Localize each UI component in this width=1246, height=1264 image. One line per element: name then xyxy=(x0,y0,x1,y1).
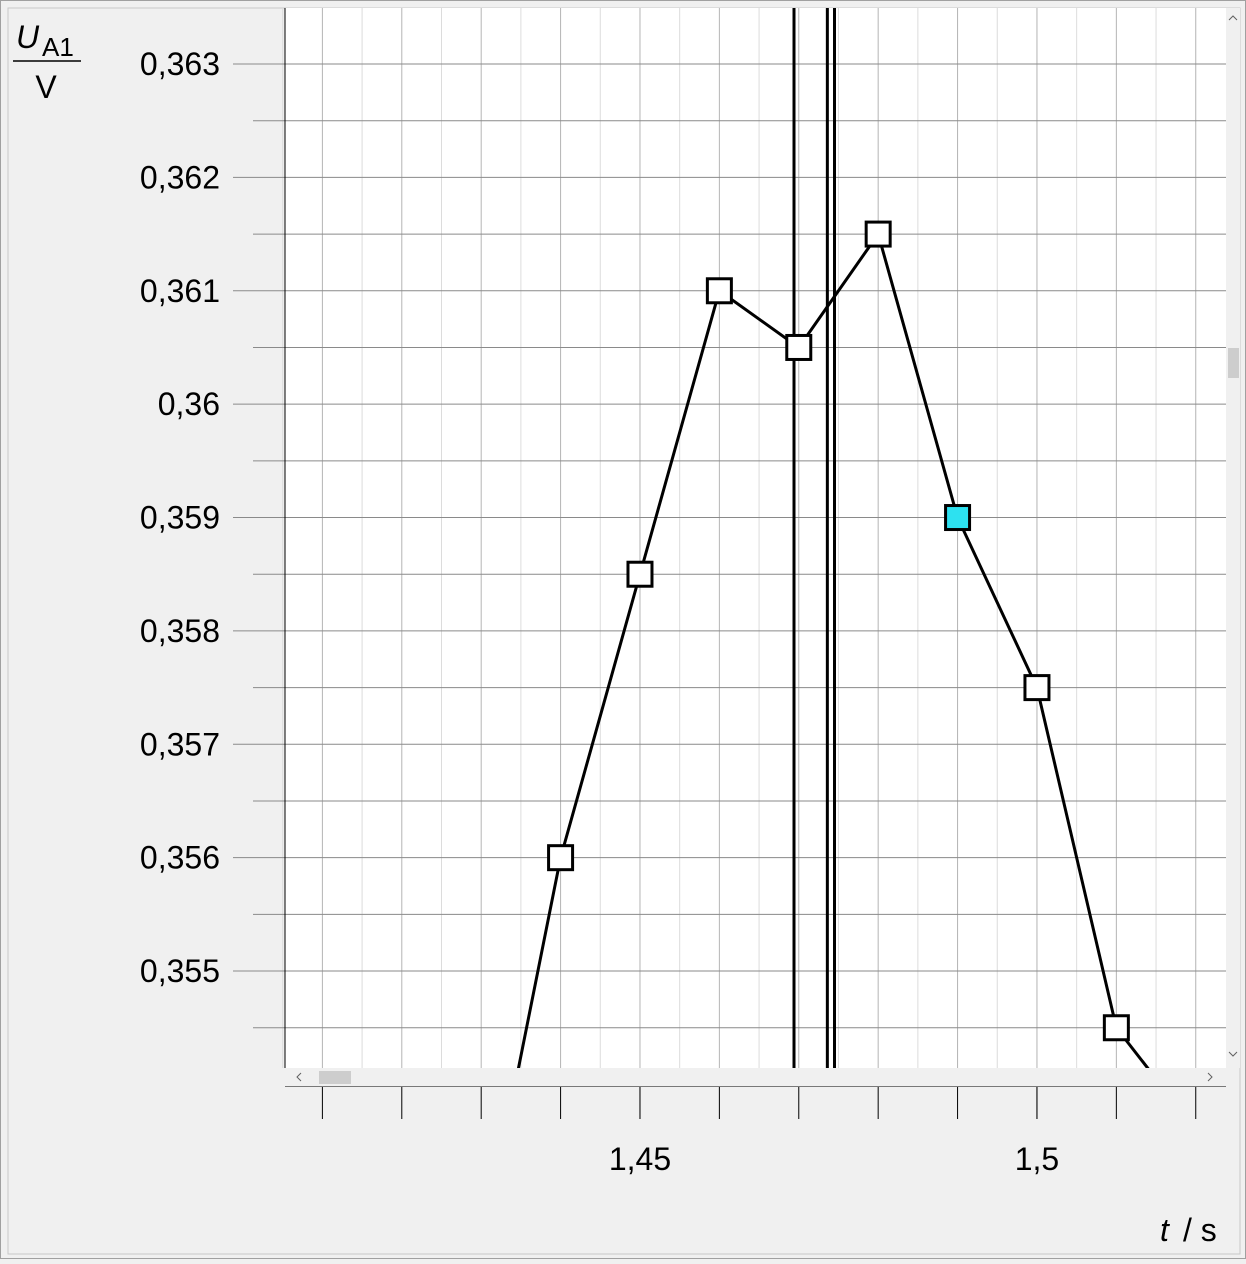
grid xyxy=(233,8,1226,1068)
data-marker xyxy=(785,333,813,361)
scroll-left-arrow[interactable] xyxy=(296,1072,302,1082)
y-tick-label: 0,363 xyxy=(140,46,220,82)
scroll-right-arrow[interactable] xyxy=(1207,1072,1213,1082)
y-label-symbol: U xyxy=(16,19,40,55)
y-tick-label: 0,358 xyxy=(140,613,220,649)
data-marker xyxy=(547,844,575,872)
y-tick-label: 0,36 xyxy=(158,386,220,422)
data-marker xyxy=(626,560,654,588)
ticks: 0,363 0,362 0,361 0,36 0,359 0,358 0,357 0,356 0… xyxy=(140,46,1197,1177)
x-label-symbol: t xyxy=(1160,1212,1170,1248)
scroll-up-arrow[interactable] xyxy=(1228,15,1238,21)
h-scrollbar[interactable] xyxy=(285,1068,1226,1086)
y-tick-label: 0,355 xyxy=(140,953,220,989)
scroll-down-arrow[interactable] xyxy=(1228,1051,1238,1057)
y-tick-label: 0,359 xyxy=(140,500,220,536)
data-marker xyxy=(1102,1014,1130,1042)
v-scroll-thumb[interactable] xyxy=(1228,348,1239,378)
plot-area xyxy=(285,8,1226,1068)
data-marker xyxy=(1023,674,1051,702)
y-tick-label: 0,362 xyxy=(140,159,220,195)
plot xyxy=(516,8,1150,1068)
data-marker xyxy=(944,504,972,532)
v-scrollbar[interactable] xyxy=(1226,8,1240,1068)
data-marker xyxy=(864,220,892,248)
y-tick-label: 0,356 xyxy=(140,840,220,876)
x-label-unit: / s xyxy=(1183,1212,1217,1248)
data-line xyxy=(516,230,1150,1068)
y-tick-label: 0,361 xyxy=(140,273,220,309)
h-scroll-thumb[interactable] xyxy=(319,1071,351,1084)
x-tick-label: 1,5 xyxy=(1015,1141,1059,1177)
data-marker xyxy=(705,277,733,305)
y-tick-label: 0,357 xyxy=(140,726,220,762)
x-tick-label: 1,45 xyxy=(609,1141,671,1177)
y-label-unit: V xyxy=(35,69,57,105)
y-label-subscript: A1 xyxy=(42,32,74,62)
